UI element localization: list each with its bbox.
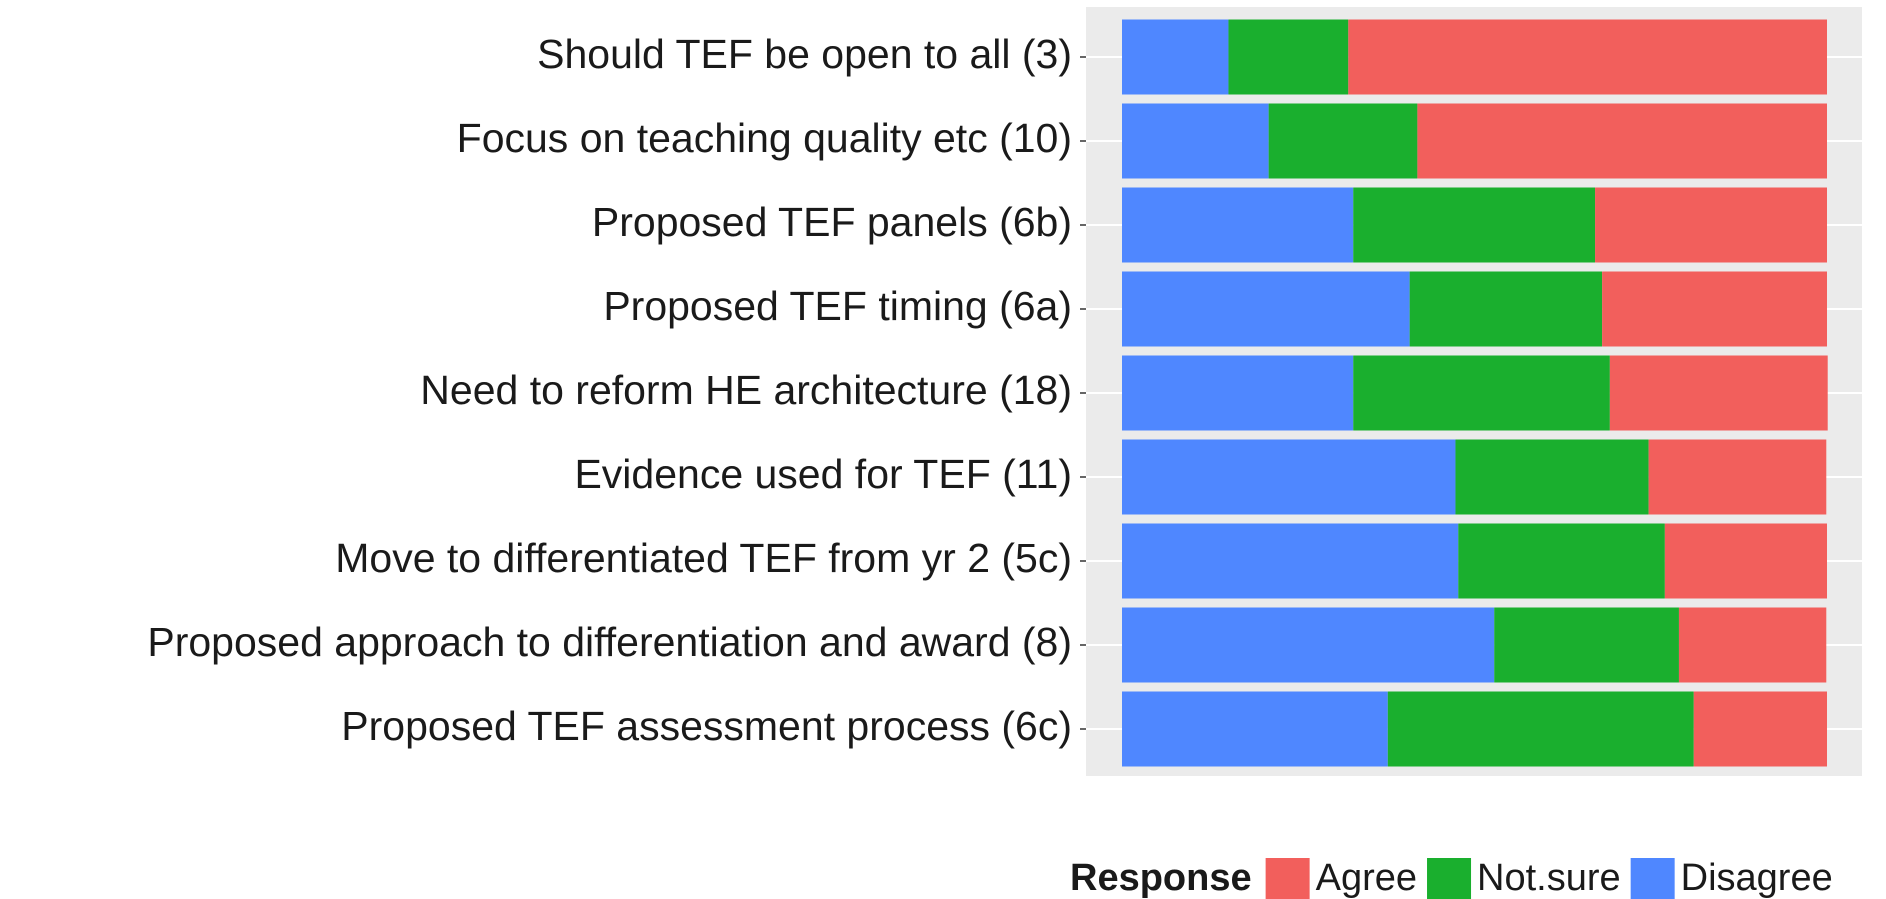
- y-tick-label: Should TEF be open to all (3): [537, 31, 1072, 77]
- bar-segment: [1648, 439, 1827, 515]
- y-tick-label: Focus on teaching quality etc (10): [457, 115, 1072, 161]
- y-tick-label: Evidence used for TEF (11): [574, 451, 1072, 497]
- legend-key: [1630, 858, 1675, 899]
- bar-segment: [1455, 439, 1649, 515]
- y-tick-label: Proposed TEF panels (6b): [592, 199, 1072, 245]
- bar-segment: [1494, 607, 1679, 683]
- legend-title: Response: [1070, 857, 1252, 899]
- bar-segment: [1609, 355, 1828, 431]
- bar-segment: [1387, 691, 1694, 767]
- legend-label: Not.sure: [1477, 857, 1621, 899]
- bar-segment: [1353, 355, 1610, 431]
- bar-segment: [1122, 271, 1410, 347]
- bar-segment: [1122, 691, 1388, 767]
- bar-segment: [1122, 439, 1456, 515]
- y-tick-label: Move to differentiated TEF from yr 2 (5c…: [335, 535, 1072, 581]
- bar-segment: [1678, 607, 1827, 683]
- bar-segment: [1348, 19, 1827, 95]
- bar-segment: [1353, 187, 1596, 263]
- legend-label: Agree: [1316, 857, 1417, 899]
- bar-segment: [1458, 523, 1665, 599]
- legend-key: [1427, 858, 1472, 899]
- bar-segment: [1122, 19, 1229, 95]
- y-tick-label: Proposed TEF timing (6a): [603, 283, 1072, 329]
- bar-segment: [1228, 19, 1349, 95]
- y-tick-label: Proposed approach to differentiation and…: [147, 619, 1072, 665]
- y-tick-label: Proposed TEF assessment process (6c): [341, 703, 1072, 749]
- bar-segment: [1268, 103, 1418, 179]
- bar-segment: [1417, 103, 1827, 179]
- bar-segment: [1693, 691, 1827, 767]
- bar-segment: [1664, 523, 1827, 599]
- bar-segment: [1122, 355, 1354, 431]
- y-tick-label: Need to reform HE architecture (18): [420, 367, 1072, 413]
- bar-segment: [1595, 187, 1827, 263]
- bar-segment: [1122, 523, 1459, 599]
- bar-segment: [1409, 271, 1603, 347]
- bar-segment: [1122, 187, 1354, 263]
- legend-label: Disagree: [1681, 857, 1833, 899]
- bar-segment: [1122, 607, 1495, 683]
- bar-segment: [1122, 103, 1269, 179]
- bar-segment: [1602, 271, 1827, 347]
- legend-key: [1265, 858, 1310, 899]
